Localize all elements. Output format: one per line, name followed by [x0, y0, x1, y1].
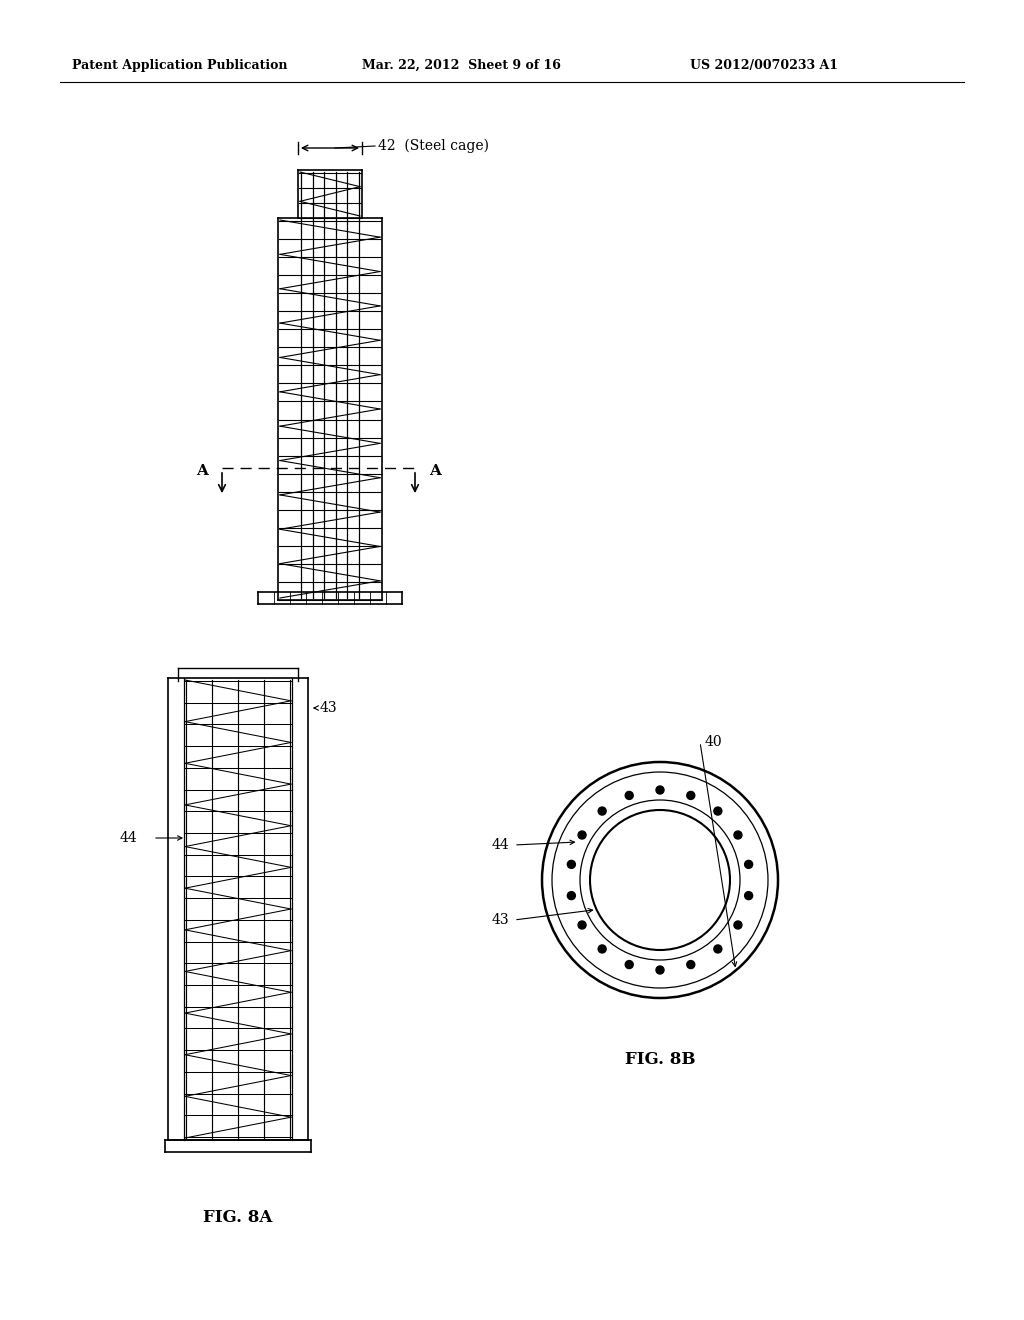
Circle shape	[744, 861, 753, 869]
Circle shape	[567, 891, 575, 900]
Circle shape	[714, 945, 722, 953]
Circle shape	[734, 921, 742, 929]
Circle shape	[579, 832, 586, 840]
Text: 43: 43	[319, 701, 338, 715]
Circle shape	[626, 961, 633, 969]
Text: 40: 40	[705, 735, 723, 748]
Circle shape	[656, 966, 664, 974]
Text: A: A	[429, 465, 441, 478]
Text: FIG. 8A: FIG. 8A	[204, 1209, 272, 1226]
Circle shape	[579, 921, 586, 929]
Circle shape	[687, 961, 694, 969]
Circle shape	[598, 945, 606, 953]
Circle shape	[734, 832, 742, 840]
Text: Patent Application Publication: Patent Application Publication	[72, 58, 288, 71]
Circle shape	[714, 807, 722, 814]
Circle shape	[598, 807, 606, 814]
Circle shape	[744, 891, 753, 900]
Text: FIG. 8B: FIG. 8B	[625, 1052, 695, 1068]
Text: A: A	[196, 465, 208, 478]
Text: 43: 43	[492, 913, 510, 927]
Text: 44: 44	[120, 832, 138, 845]
Text: 44: 44	[492, 838, 510, 851]
Text: Mar. 22, 2012  Sheet 9 of 16: Mar. 22, 2012 Sheet 9 of 16	[362, 58, 561, 71]
Text: US 2012/0070233 A1: US 2012/0070233 A1	[690, 58, 838, 71]
Circle shape	[626, 792, 633, 800]
Circle shape	[687, 792, 694, 800]
Circle shape	[567, 861, 575, 869]
Circle shape	[656, 785, 664, 795]
Text: 42  (Steel cage): 42 (Steel cage)	[378, 139, 489, 153]
